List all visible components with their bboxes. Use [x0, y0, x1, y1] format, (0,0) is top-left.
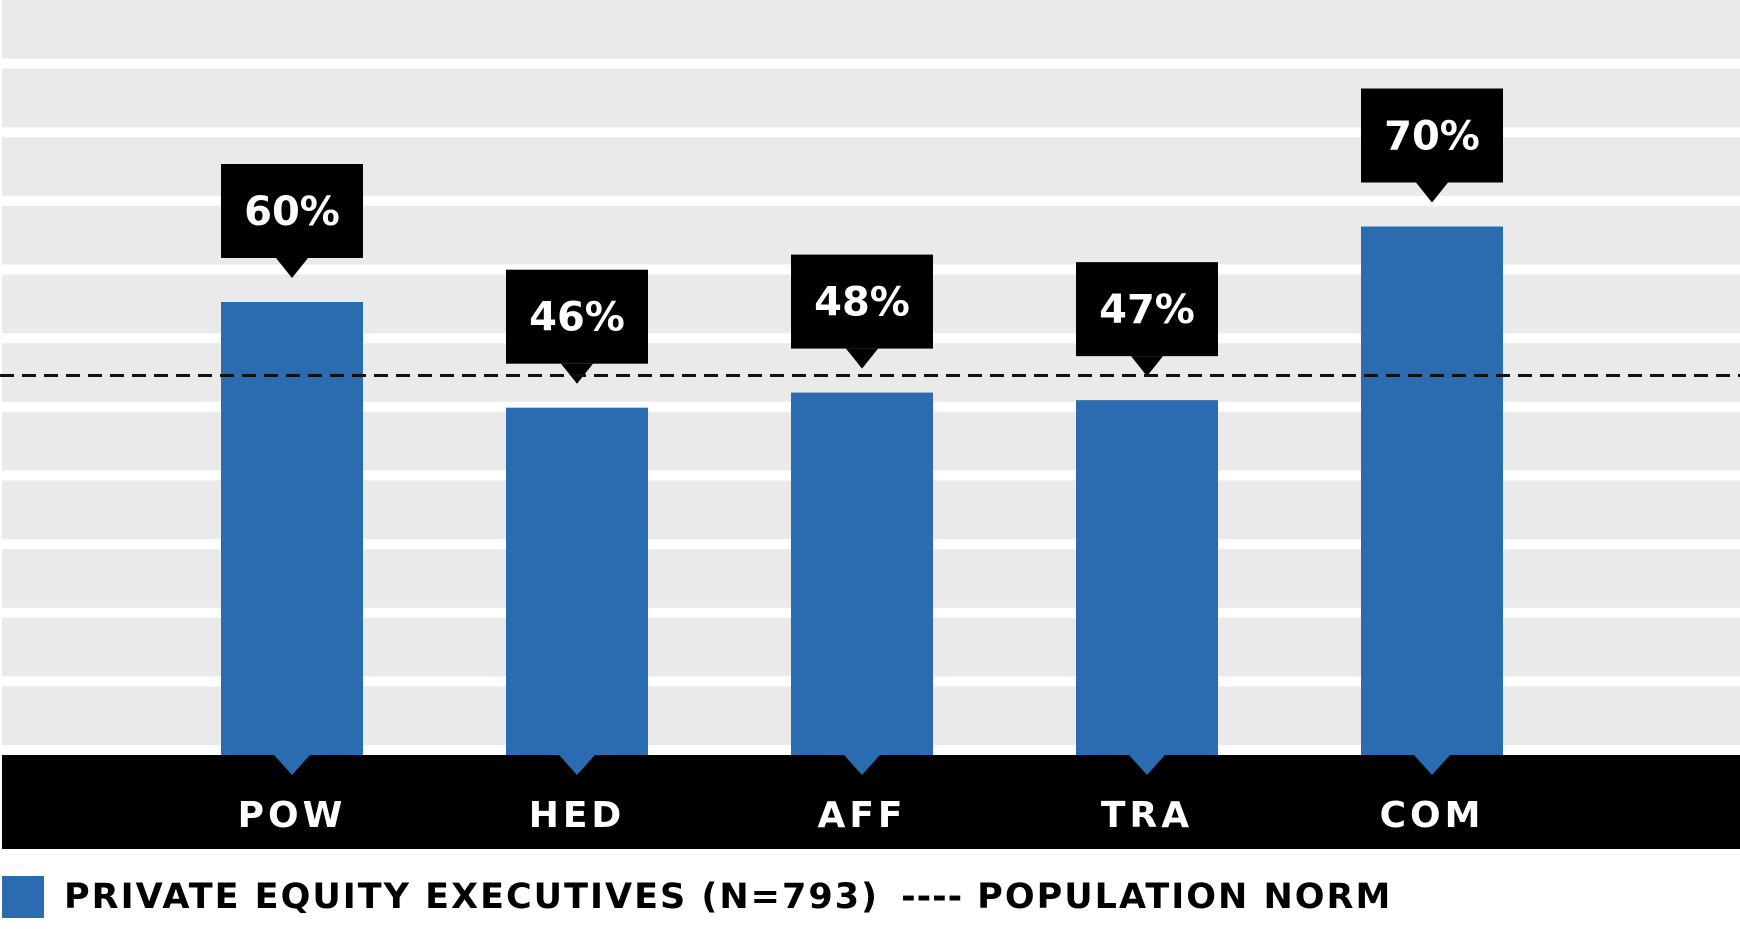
data-label-pow: 60% [244, 189, 340, 235]
data-label-hed: 46% [529, 295, 625, 341]
legend-label-norm: POPULATION NORM [977, 877, 1393, 917]
axis-notch-pow [274, 755, 310, 775]
callout-pointer-tra [1131, 356, 1163, 377]
callout-box-hed [506, 269, 648, 364]
x-axis-band: POW HED AFF TRA COM [2, 755, 1740, 849]
legend: PRIVATE EQUITY EXECUTIVES (N=793) ---- P… [2, 872, 1392, 922]
callout-pointer-hed [561, 363, 593, 384]
tick-label-hed: HED [529, 795, 626, 836]
legend-label-series: PRIVATE EQUITY EXECUTIVES (N=793) [64, 877, 880, 917]
legend-dash-icon: ---- [901, 877, 964, 917]
value-callouts: 60% 46% 48% 47% 70% [221, 88, 1503, 384]
bar-aff [791, 392, 933, 755]
data-label-aff: 48% [814, 280, 910, 326]
tick-label-com: COM [1380, 795, 1485, 836]
axis-notch-hed [559, 755, 595, 775]
tick-label-pow: POW [238, 795, 347, 836]
grid-band [2, 0, 1740, 59]
callout-box-com [1361, 88, 1503, 183]
callout-box-aff [791, 254, 933, 349]
axis-notch-tra [1129, 755, 1165, 775]
callout-pointer-com [1416, 182, 1448, 203]
axis-notch-com [1414, 755, 1450, 775]
callout-pointer-aff [846, 348, 878, 369]
callout-pointer-pow [276, 258, 308, 278]
bar-chart: 60% 46% 48% 47% 70% POW HED AFF TRA COM [0, 0, 1740, 849]
data-label-tra: 47% [1099, 287, 1195, 333]
callout-box-pow [221, 164, 363, 258]
tick-label-aff: AFF [817, 795, 906, 836]
bar-tra [1076, 400, 1218, 755]
bar-hed [506, 407, 648, 755]
axis-notch-aff [844, 755, 880, 775]
bar-pow [221, 302, 363, 755]
bar-com [1361, 226, 1503, 755]
bars-group [221, 226, 1503, 755]
tick-label-tra: TRA [1101, 795, 1193, 836]
callout-box-tra [1076, 262, 1218, 357]
legend-swatch-series [2, 876, 44, 918]
data-label-com: 70% [1384, 114, 1480, 160]
